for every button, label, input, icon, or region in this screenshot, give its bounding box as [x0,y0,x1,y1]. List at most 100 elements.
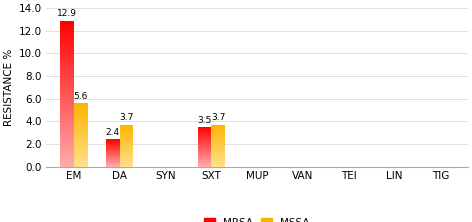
Bar [60,70,74,73]
Bar [211,153,225,154]
Bar [60,73,74,76]
Bar [60,105,74,108]
Text: 5.6: 5.6 [74,92,88,101]
Bar [106,165,119,166]
Y-axis label: RESISTANCE %: RESISTANCE % [4,49,14,126]
Bar [211,150,225,151]
Bar [74,143,87,144]
Bar [211,145,225,146]
Bar [74,130,87,131]
Bar [211,158,225,159]
Bar [106,153,119,154]
Bar [119,162,134,163]
Bar [119,125,134,126]
Bar [119,153,134,154]
Bar [211,130,225,131]
Bar [197,157,211,158]
Bar [119,163,134,164]
Bar [74,139,87,140]
Bar [60,53,74,56]
Bar [74,121,87,122]
Bar [211,125,225,126]
Bar [74,127,87,129]
Bar [197,165,211,166]
Bar [106,142,119,143]
Bar [106,163,119,164]
Bar [74,164,87,165]
Bar [74,129,87,130]
Bar [74,125,87,126]
Bar [60,21,74,24]
Bar [60,129,74,131]
Bar [211,128,225,129]
Bar [74,115,87,116]
Bar [60,108,74,111]
Bar [197,164,211,165]
Bar [74,113,87,115]
Bar [211,144,225,145]
Bar [60,85,74,88]
Bar [211,127,225,128]
Bar [74,118,87,120]
Bar [106,143,119,144]
Bar [106,139,119,140]
Bar [74,159,87,160]
Bar [211,151,225,152]
Bar [74,160,87,161]
Bar [211,133,225,134]
Text: 12.9: 12.9 [57,9,77,18]
Bar [119,161,134,162]
Bar [197,136,211,137]
Bar [74,146,87,147]
Bar [74,154,87,155]
Bar [211,126,225,127]
Bar [211,156,225,157]
Bar [119,138,134,139]
Bar [106,154,119,155]
Bar [119,136,134,137]
Legend: MRSA, MSSA: MRSA, MSSA [200,214,314,222]
Bar [197,139,211,140]
Bar [106,141,119,142]
Bar [197,162,211,163]
Bar [60,149,74,152]
Bar [211,146,225,147]
Bar [197,160,211,161]
Bar [60,140,74,143]
Bar [106,151,119,152]
Bar [60,44,74,47]
Bar [119,158,134,159]
Bar [74,109,87,111]
Bar [197,130,211,131]
Bar [106,156,119,157]
Bar [74,144,87,145]
Bar [60,93,74,97]
Bar [106,160,119,161]
Bar [197,141,211,142]
Bar [119,155,134,156]
Bar [197,155,211,156]
Bar [74,108,87,109]
Bar [60,126,74,129]
Bar [119,145,134,146]
Bar [106,140,119,141]
Bar [106,157,119,158]
Bar [74,111,87,112]
Bar [119,148,134,149]
Bar [74,165,87,166]
Bar [197,146,211,147]
Bar [74,122,87,123]
Bar [211,162,225,163]
Bar [106,149,119,150]
Bar [60,152,74,155]
Bar [60,24,74,26]
Bar [211,136,225,137]
Bar [60,67,74,70]
Bar [211,131,225,132]
Bar [74,120,87,121]
Bar [119,131,134,132]
Bar [197,150,211,151]
Bar [60,155,74,158]
Bar [197,137,211,138]
Bar [119,156,134,157]
